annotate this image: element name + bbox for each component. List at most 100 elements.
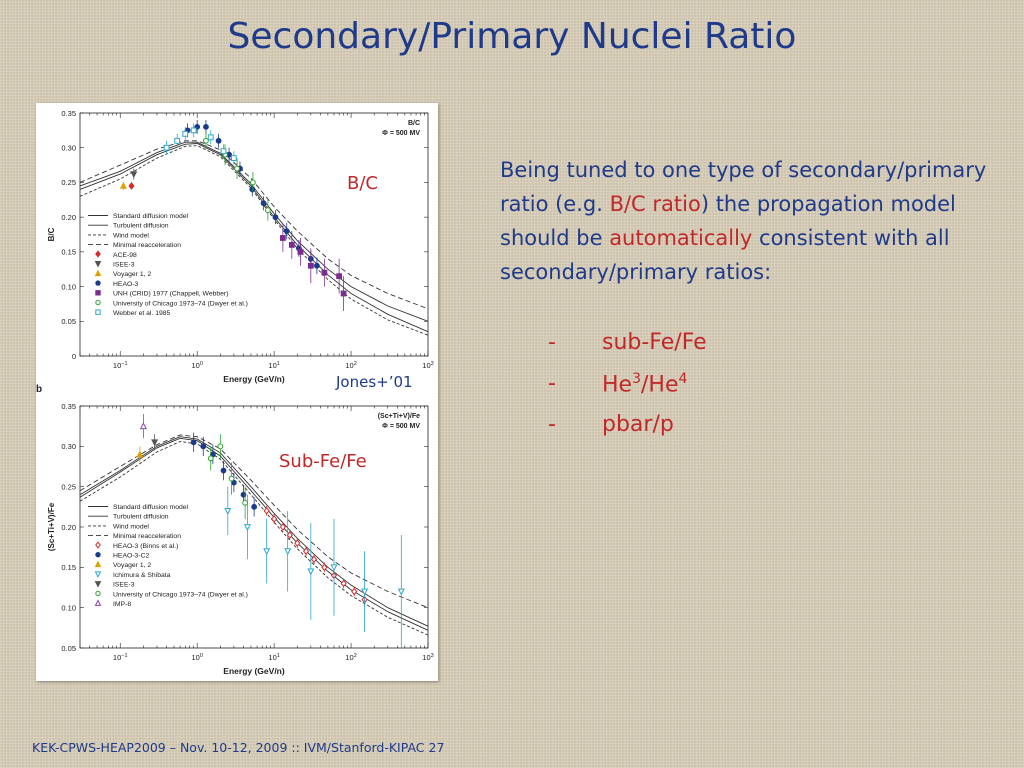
dataset-series — [136, 446, 144, 463]
model-curve — [79, 145, 429, 336]
x-tick-label: 101 — [268, 361, 279, 370]
marker-triangle-down — [224, 507, 232, 515]
marker-square — [95, 290, 101, 296]
y-tick-label: 0.35 — [61, 109, 76, 118]
marker-square — [220, 148, 227, 155]
bullet-item: - pbar/p — [548, 412, 707, 453]
dataset-series — [163, 123, 237, 166]
marker-circle — [203, 123, 209, 130]
marker-square — [297, 248, 304, 255]
marker-diamond — [95, 250, 101, 258]
marker-triangle-up — [119, 181, 127, 189]
marker-circle — [234, 165, 240, 172]
y-axis-label: (Sc+Ti+V)/Fe — [47, 502, 56, 551]
marker-triangle-up — [139, 422, 147, 430]
bullet-sup-3: 3 — [632, 371, 641, 387]
marker-circle — [272, 214, 279, 221]
y-axis-label: B/C — [47, 227, 56, 241]
x-axis-label: Energy (GeV/n) — [223, 374, 285, 384]
x-tick-label: 100 — [191, 653, 202, 662]
intro-part-3: consistent with all secondary/primary ra… — [500, 226, 950, 284]
bullet-text: pbar/p — [602, 412, 674, 437]
subfe-annotation: Sub-Fe/Fe — [279, 451, 367, 472]
legend-label: Voyager 1, 2 — [113, 562, 151, 569]
y-tick-label: 0.20 — [61, 213, 76, 222]
dataset-series — [263, 506, 368, 607]
marker-triangle-down — [284, 548, 292, 556]
footer-text: KEK-CPWS-HEAP2009 – Nov. 10-12, 2009 :: … — [32, 740, 445, 755]
marker-circle — [207, 455, 214, 462]
marker-square — [207, 134, 214, 141]
bullet-text-he: He — [602, 372, 633, 398]
x-tick-label: 102 — [345, 653, 356, 662]
marker-square — [321, 269, 328, 276]
marker-triangle-down — [151, 439, 159, 447]
marker-square — [190, 127, 197, 134]
marker-circle — [251, 503, 258, 510]
intro-highlight-ratio: B/C ratio — [609, 192, 701, 216]
legend-label: Turbulent diffusion — [113, 514, 169, 521]
y-tick-label: 0.25 — [61, 482, 76, 491]
marker-diamond — [321, 563, 328, 572]
y-tick-label: 0.35 — [61, 402, 76, 411]
dataset-series — [151, 434, 159, 451]
y-tick-label: 0.10 — [61, 603, 76, 612]
figure-panel: 0 0.05 0.10 0.15 0.20 0.25 0.30 0.35 10−1 100 101 1… — [36, 103, 438, 681]
dataset-series — [119, 181, 127, 191]
legend-label: Webber et al. 1985 — [113, 310, 171, 317]
marker-square — [182, 130, 189, 137]
legend-label: Standard diffusion model — [113, 213, 189, 220]
marker-triangle-down — [94, 571, 102, 578]
charts-svg: 0 0.05 0.10 0.15 0.20 0.25 0.30 0.35 10−1 100 101 1… — [36, 109, 434, 676]
legend-label: Standard diffusion model — [113, 504, 189, 511]
marker-square — [279, 235, 286, 241]
x-tick-label: 102 — [345, 361, 356, 370]
marker-triangle-up — [136, 450, 144, 458]
marker-triangle-down — [307, 568, 315, 576]
y-tick-label: 0.25 — [61, 178, 76, 187]
marker-square — [163, 144, 170, 151]
citation-annotation: Jones+’01 — [336, 373, 413, 391]
bullet-dash: - — [548, 330, 556, 355]
marker-circle — [250, 179, 256, 186]
panel-corner-label: (Sc+Ti+V)/Fe — [378, 413, 420, 420]
x-tick-label: 10−1 — [113, 361, 128, 370]
model-curve — [79, 441, 429, 636]
marker-triangle-down — [263, 548, 271, 556]
marker-square — [174, 137, 181, 144]
marker-circle — [190, 439, 197, 446]
marker-circle — [264, 207, 271, 214]
legend-label: University of Chicago 1973–74 (Dwyer et … — [113, 300, 248, 307]
model-curve — [79, 436, 429, 627]
bullet-item: - He3/He4 — [548, 371, 707, 412]
marker-square — [336, 273, 343, 280]
intro-text: Being tuned to one type of secondary/pri… — [500, 153, 990, 289]
slide-title: Secondary/Primary Nuclei Ratio — [227, 16, 797, 57]
marker-square — [95, 309, 101, 315]
marker-square — [230, 155, 237, 162]
legend-label: Minimal reacceleration — [113, 533, 181, 540]
marker-circle — [95, 299, 101, 306]
dataset-series — [224, 486, 405, 648]
marker-triangle-up — [94, 560, 102, 568]
marker-circle — [240, 491, 247, 498]
bullet-text: sub-Fe/Fe — [602, 330, 707, 355]
marker-triangle-down — [330, 564, 338, 572]
bc-annotation: B/C — [347, 173, 378, 194]
bullet-text-he2: /He — [641, 372, 679, 398]
legend-label: HEAO-3-C2 — [113, 553, 149, 560]
intro-highlight-automatically: automatically — [609, 226, 753, 250]
y-tick-label: 0.15 — [61, 248, 76, 257]
marker-circle — [314, 262, 320, 269]
model-curve — [79, 437, 429, 631]
marker-diamond — [128, 182, 135, 190]
dataset-series — [130, 168, 138, 180]
legend-label: Wind model — [113, 232, 149, 239]
x-tick-label: 101 — [268, 653, 279, 662]
model-curve — [79, 140, 429, 310]
bullet-sup-4: 4 — [678, 371, 688, 387]
y-tick-label: 0 — [72, 352, 76, 361]
y-tick-label: 0.05 — [61, 317, 76, 326]
marker-circle — [283, 228, 290, 234]
panel-corner-label: Φ = 500 MV — [382, 130, 420, 137]
